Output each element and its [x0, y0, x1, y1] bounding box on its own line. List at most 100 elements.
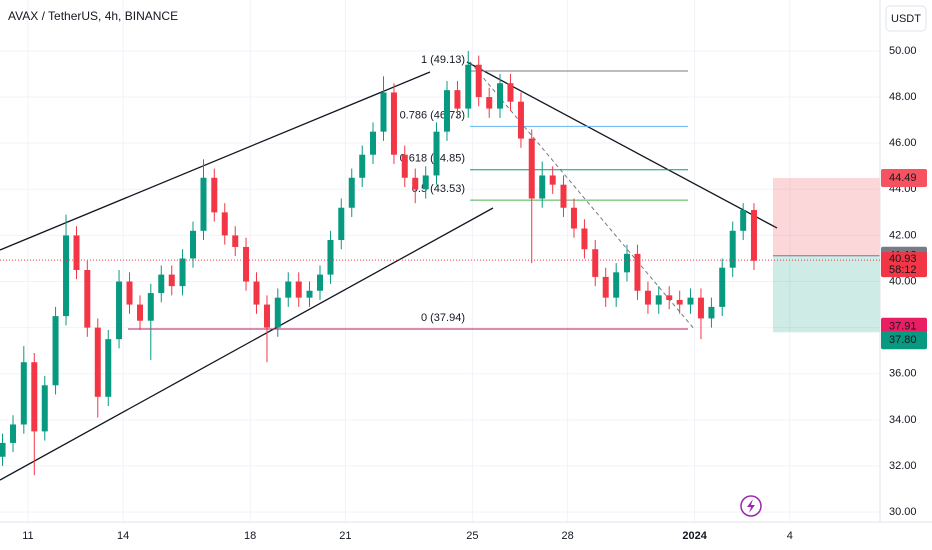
- candle-body: [549, 175, 556, 185]
- candle-body: [390, 92, 397, 155]
- candle-body: [285, 281, 292, 298]
- candle-body: [126, 281, 133, 305]
- price-badge: [881, 317, 927, 336]
- price-badge-label: 37.91: [889, 321, 917, 333]
- candle-body: [263, 304, 270, 328]
- candle-body: [20, 362, 27, 425]
- candle-body: [443, 90, 450, 132]
- price-badge-label: 44.49: [889, 172, 917, 184]
- y-tick-label: 42.00: [889, 229, 917, 241]
- candle-body: [740, 210, 747, 231]
- candle-body: [338, 207, 345, 241]
- x-tick-label: 14: [117, 530, 129, 542]
- x-tick-label: 11: [22, 530, 33, 542]
- candle-body: [84, 269, 91, 328]
- candle-body: [179, 258, 186, 287]
- candle-body: [380, 92, 387, 132]
- candle-body: [570, 207, 577, 229]
- fib-trend: [469, 61, 696, 331]
- candle-body: [200, 177, 207, 231]
- candle-body: [370, 131, 377, 155]
- candle-body: [211, 177, 218, 213]
- candle-body: [105, 339, 112, 397]
- price-badge: [881, 331, 927, 350]
- target-zone: [773, 255, 880, 333]
- candle-body: [581, 228, 588, 250]
- candle-body: [94, 327, 101, 397]
- x-tick-label: 28: [561, 530, 573, 542]
- price-badge-label: 37.80: [889, 334, 917, 346]
- candle-body: [274, 297, 281, 328]
- candle-body: [0, 442, 6, 457]
- candle-body: [190, 230, 197, 259]
- x-tick-label: 2024: [682, 530, 707, 542]
- y-tick-label: 30.00: [889, 506, 917, 518]
- y-tick-label: 32.00: [889, 460, 917, 472]
- y-tick-label: 34.00: [889, 414, 917, 426]
- candle-body: [63, 235, 70, 317]
- candle-body: [475, 64, 482, 98]
- candle-body: [348, 177, 355, 208]
- candle-body: [497, 83, 503, 109]
- candle-body: [644, 290, 651, 305]
- channel-upper: [0, 71, 431, 251]
- candle-body: [306, 290, 313, 298]
- y-tick-label: 46.00: [889, 137, 917, 149]
- fib-label: 0.786 (46.73): [400, 109, 465, 121]
- x-tick-label: 25: [466, 530, 478, 542]
- candle-body: [41, 385, 48, 432]
- chart-title: AVAX / TetherUS, 4h, BINANCE: [8, 9, 178, 23]
- candle-body: [412, 177, 419, 190]
- candle-body: [560, 184, 567, 208]
- fib-label: 1 (49.13): [421, 54, 465, 66]
- candle-body: [433, 131, 440, 176]
- candle-body: [750, 210, 757, 261]
- candle-body: [592, 249, 599, 277]
- x-tick-label: 21: [339, 530, 351, 542]
- currency-button[interactable]: [885, 5, 927, 32]
- candle-body: [634, 253, 641, 291]
- x-tick-label: 18: [244, 530, 256, 542]
- candle-body: [147, 293, 154, 321]
- candle-body: [676, 299, 683, 305]
- candle-body: [243, 246, 250, 282]
- last-price-label: 40.93: [889, 253, 917, 265]
- candle-body: [422, 175, 429, 190]
- last-price-badge: [881, 252, 927, 278]
- candle-body: [454, 90, 461, 109]
- alert-bolt: [747, 499, 755, 513]
- candle-body: [137, 304, 143, 321]
- candle-body: [708, 306, 715, 319]
- candle-body: [73, 235, 80, 270]
- price-badge: [881, 168, 927, 187]
- candle-body: [116, 281, 123, 340]
- candle-body: [359, 154, 366, 178]
- candle-body: [295, 281, 302, 298]
- candle-body: [31, 362, 38, 432]
- y-tick-label: 36.00: [889, 368, 917, 380]
- currency-label: USDT: [891, 13, 921, 25]
- y-tick-label: 48.00: [889, 91, 917, 103]
- candle-body: [613, 272, 620, 298]
- candle-body: [10, 424, 17, 443]
- candle-body: [401, 154, 408, 178]
- candle-body: [168, 274, 175, 287]
- candle-body: [317, 274, 323, 291]
- candle-body: [232, 235, 239, 247]
- candle-body: [687, 297, 694, 305]
- candle-body: [158, 274, 165, 294]
- candle-body: [528, 138, 535, 199]
- fib-label: 0 (37.94): [421, 312, 465, 324]
- candle-body: [486, 97, 493, 109]
- y-tick-label: 50.00: [889, 45, 917, 57]
- candle-body: [623, 253, 630, 273]
- y-tick-label: 40.00: [889, 275, 917, 287]
- candle-body: [655, 295, 662, 305]
- candle-body: [697, 297, 704, 319]
- candle-body: [221, 212, 228, 236]
- candles: [0, 50, 757, 476]
- candle-body: [465, 64, 472, 109]
- stop-zone: [773, 177, 880, 256]
- x-tick-label: 4: [787, 530, 793, 542]
